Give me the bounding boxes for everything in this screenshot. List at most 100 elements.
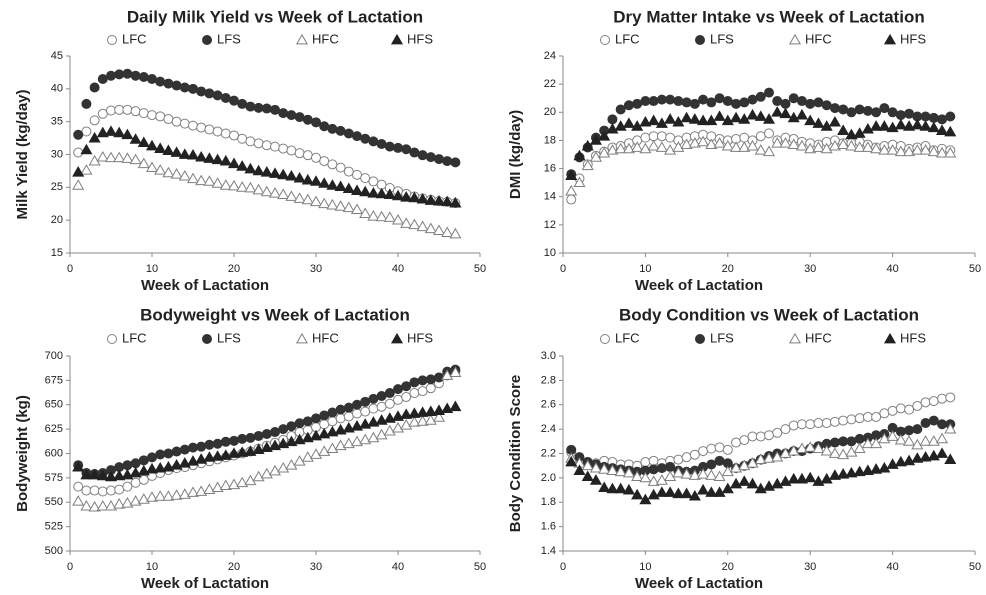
data-point	[945, 392, 956, 403]
data-point	[229, 130, 239, 141]
data-point	[359, 418, 372, 429]
data-point	[919, 435, 932, 446]
data-point	[383, 188, 396, 199]
data-point	[401, 144, 412, 155]
data-point	[565, 184, 578, 196]
data-point	[829, 416, 840, 427]
data-point	[170, 168, 183, 179]
data-point	[747, 431, 758, 442]
x-tick-label: 0	[67, 263, 73, 275]
data-point	[606, 464, 619, 475]
data-point	[688, 137, 701, 148]
data-point	[755, 91, 766, 102]
data-point	[244, 474, 257, 486]
data-point	[72, 179, 85, 190]
data-point	[106, 485, 116, 496]
data-point	[432, 194, 446, 206]
data-point	[162, 144, 175, 155]
data-point	[573, 464, 586, 475]
data-point	[130, 458, 141, 469]
data-point	[672, 487, 685, 499]
data-point	[573, 149, 586, 161]
data-point	[772, 427, 783, 438]
data-point	[697, 135, 710, 147]
data-point	[623, 100, 634, 111]
data-point	[253, 138, 264, 149]
data-point	[664, 113, 677, 124]
data-point	[252, 443, 265, 454]
data-point	[862, 105, 873, 116]
data-point	[350, 435, 364, 447]
data-point	[318, 445, 331, 456]
x-axis-label: Week of Lactation	[635, 575, 763, 592]
data-point	[838, 415, 849, 426]
data-point	[220, 128, 231, 139]
data-point	[145, 462, 159, 474]
data-point	[837, 138, 850, 150]
data-point	[327, 407, 338, 418]
legend-marker	[107, 334, 117, 344]
data-point	[122, 481, 133, 492]
data-point	[211, 153, 224, 165]
data-point	[639, 142, 652, 154]
data-point	[648, 464, 659, 475]
y-tick-label: 25	[51, 181, 63, 193]
data-point	[656, 131, 667, 142]
data-point	[162, 460, 175, 472]
y-axis-label: DMI (kg/day)	[507, 110, 524, 199]
data-point	[805, 419, 816, 430]
data-point	[879, 103, 890, 114]
data-point	[401, 381, 412, 392]
data-point	[96, 126, 109, 138]
data-point	[664, 486, 677, 497]
data-point	[919, 120, 932, 131]
data-point	[195, 174, 208, 186]
data-point	[416, 415, 429, 426]
data-point	[928, 112, 939, 123]
legend-label: LFS	[710, 330, 734, 345]
data-point	[334, 200, 347, 211]
data-point	[408, 416, 421, 427]
data-point	[301, 193, 314, 205]
data-point	[919, 450, 932, 462]
data-point	[368, 136, 379, 147]
data-point	[416, 192, 429, 204]
data-point	[122, 460, 133, 471]
data-point	[804, 441, 817, 452]
data-point	[838, 436, 849, 447]
data-point	[730, 477, 743, 489]
data-point	[705, 114, 718, 126]
data-point	[713, 486, 726, 497]
data-point	[196, 441, 207, 452]
data-point	[334, 439, 347, 451]
data-point	[887, 405, 898, 416]
data-point	[227, 447, 241, 458]
data-point	[293, 171, 306, 183]
data-point	[647, 488, 660, 500]
data-point	[130, 70, 141, 81]
data-point	[673, 454, 684, 465]
data-point	[367, 431, 380, 443]
data-point	[622, 142, 635, 154]
data-point	[598, 146, 611, 158]
data-point	[236, 160, 249, 171]
data-point	[903, 120, 916, 131]
data-point	[245, 136, 256, 147]
data-point	[936, 124, 949, 135]
data-point	[113, 126, 126, 138]
legend-label: HFC	[312, 330, 339, 345]
data-point	[195, 485, 208, 496]
data-point	[944, 422, 957, 434]
legend-label: LFC	[615, 31, 640, 46]
data-point	[195, 150, 208, 162]
data-point	[179, 118, 190, 129]
data-point	[796, 96, 807, 107]
data-point	[261, 103, 272, 114]
legend-label: HFC	[805, 31, 832, 46]
legend-marker	[788, 33, 802, 45]
data-point	[72, 460, 85, 472]
data-point	[121, 497, 134, 508]
data-point	[268, 187, 282, 198]
data-point	[417, 386, 428, 397]
data-point	[311, 152, 321, 163]
